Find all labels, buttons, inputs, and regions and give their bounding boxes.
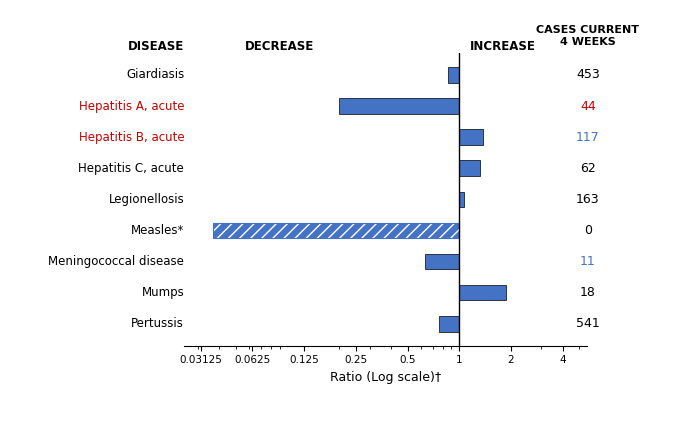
Text: Meningococcal disease: Meningococcal disease — [48, 255, 184, 268]
Bar — [460, 191, 464, 207]
Text: Pertussis: Pertussis — [131, 317, 184, 330]
Text: Hepatitis B, acute: Hepatitis B, acute — [78, 131, 184, 144]
Text: DECREASE: DECREASE — [245, 40, 314, 53]
Text: 62: 62 — [580, 162, 596, 175]
Text: 44: 44 — [580, 100, 596, 113]
Text: Legionellosis: Legionellosis — [108, 193, 184, 206]
Text: 18: 18 — [580, 286, 596, 299]
Bar — [460, 160, 480, 176]
Text: 453: 453 — [576, 68, 599, 82]
Text: Giardiasis: Giardiasis — [126, 68, 184, 82]
Text: Hepatitis A, acute: Hepatitis A, acute — [78, 100, 184, 113]
Bar — [213, 223, 460, 238]
Text: Hepatitis C, acute: Hepatitis C, acute — [78, 162, 184, 175]
Bar — [439, 316, 460, 331]
Text: Measles*: Measles* — [131, 224, 184, 237]
Bar — [460, 129, 484, 145]
Text: 0: 0 — [584, 224, 592, 237]
Text: INCREASE: INCREASE — [471, 40, 536, 53]
Bar — [213, 223, 460, 238]
X-axis label: Ratio (Log scale)†: Ratio (Log scale)† — [329, 371, 441, 384]
Text: 117: 117 — [576, 131, 599, 144]
Bar — [425, 254, 460, 269]
Text: 11: 11 — [580, 255, 596, 268]
Legend: Beyond historical limits: Beyond historical limits — [231, 440, 419, 443]
Bar — [339, 98, 460, 114]
Text: CASES CURRENT
4 WEEKS: CASES CURRENT 4 WEEKS — [536, 25, 639, 47]
Text: DISEASE: DISEASE — [128, 40, 184, 53]
Bar — [448, 67, 460, 83]
Text: 541: 541 — [576, 317, 599, 330]
Text: 163: 163 — [576, 193, 599, 206]
Bar — [460, 285, 507, 300]
Text: Mumps: Mumps — [141, 286, 184, 299]
